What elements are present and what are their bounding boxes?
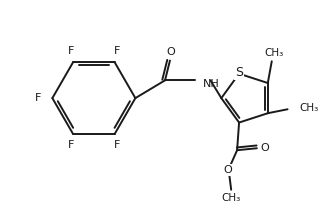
Text: O: O [224,165,232,175]
Text: F: F [68,140,74,150]
Text: S: S [235,66,243,79]
Text: CH₃: CH₃ [222,193,241,203]
Text: O: O [260,143,269,153]
Text: CH₃: CH₃ [264,48,283,58]
Text: F: F [68,46,74,56]
Text: F: F [113,46,120,56]
Text: NH: NH [203,79,219,89]
Text: F: F [35,93,42,103]
Text: F: F [113,140,120,150]
Text: O: O [166,47,175,57]
Text: CH₃: CH₃ [299,103,319,113]
